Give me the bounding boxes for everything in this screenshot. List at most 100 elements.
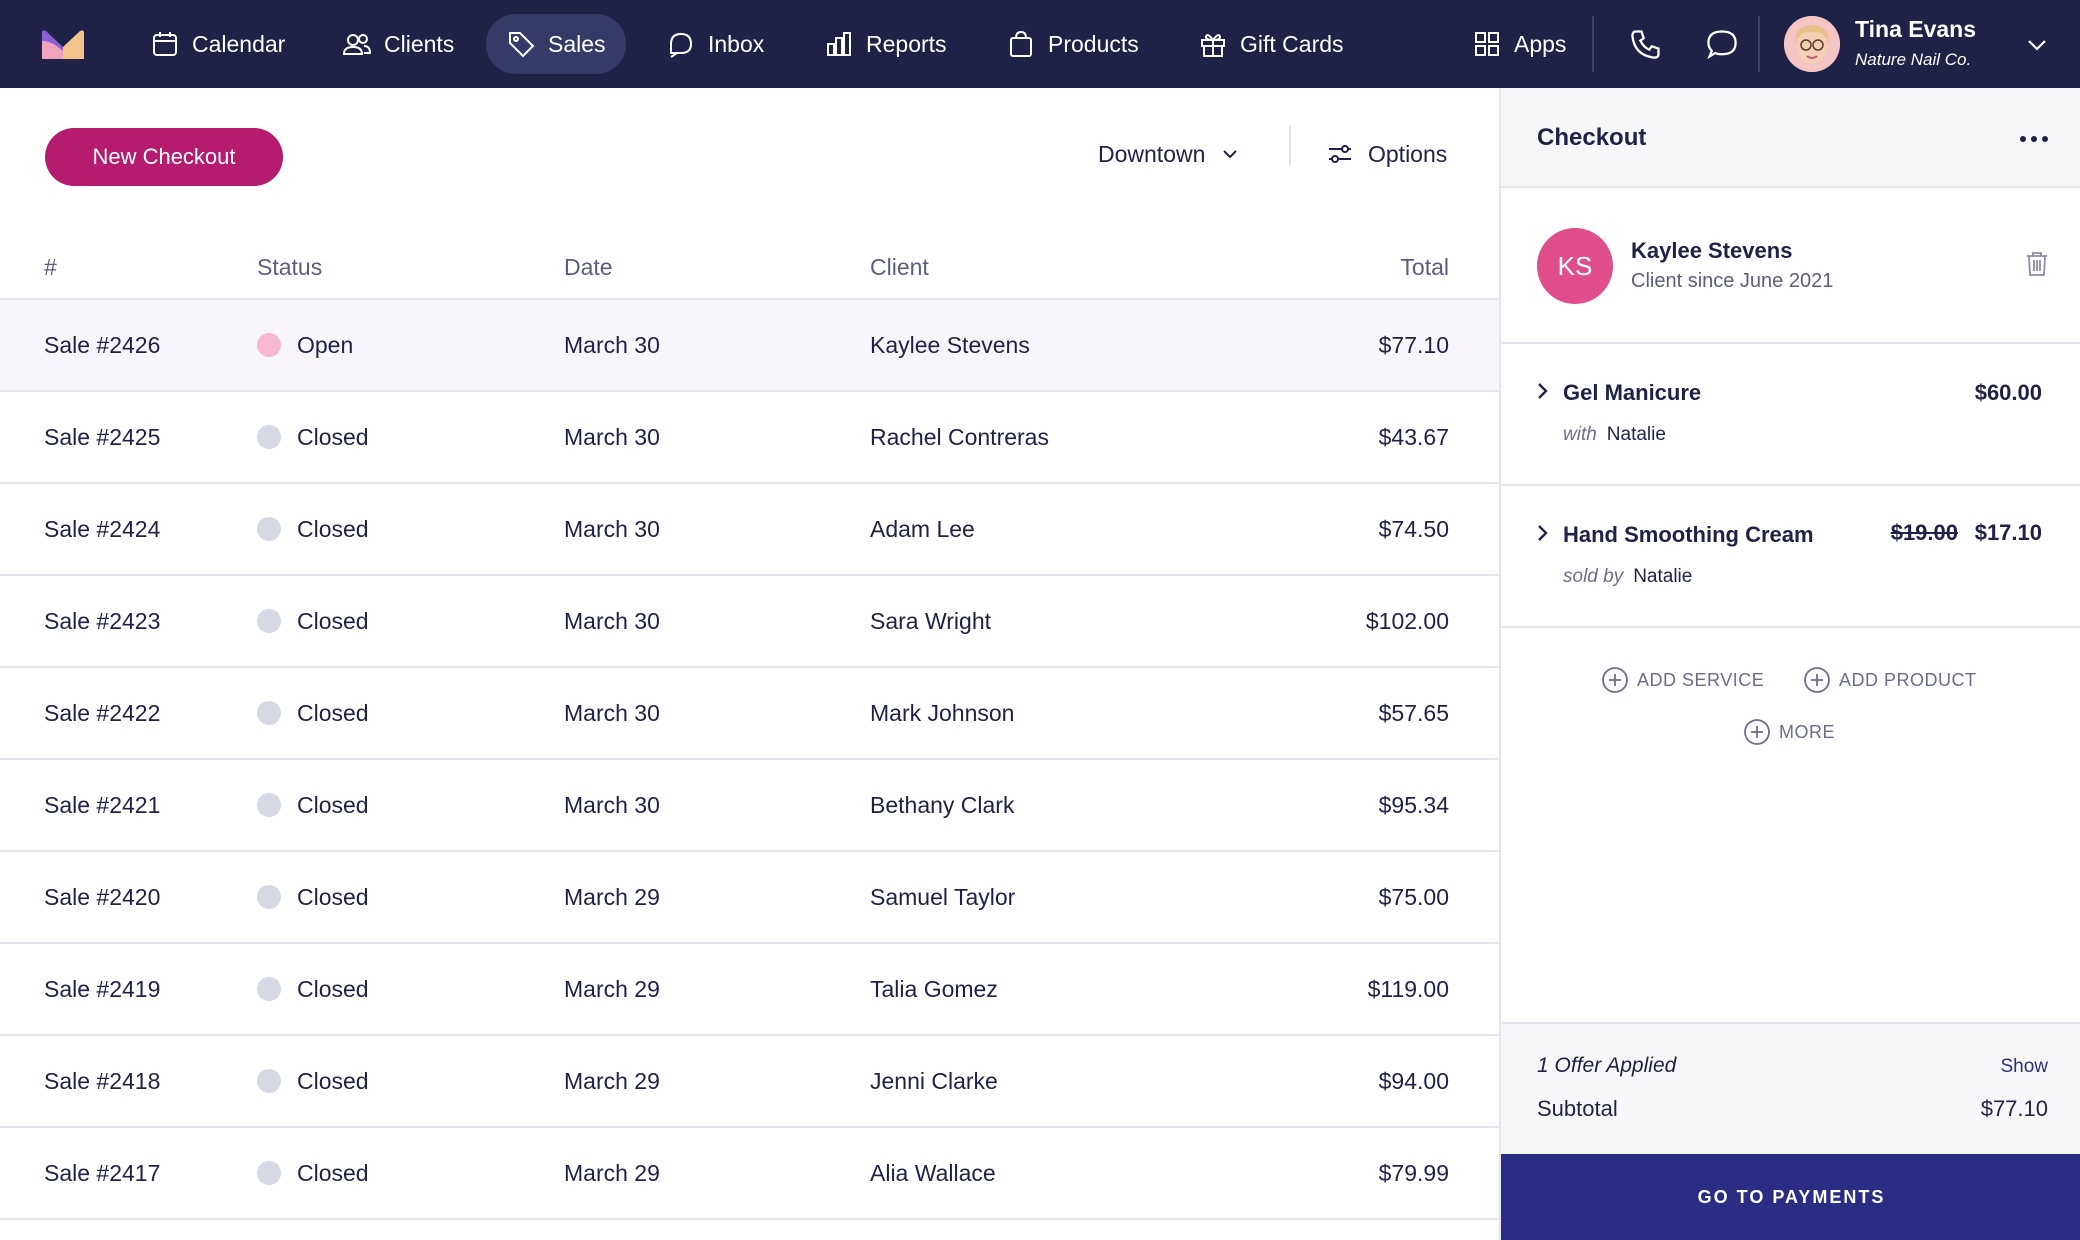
status-dot: [257, 977, 281, 1001]
client-avatar: KS: [1537, 228, 1613, 304]
user-company: Nature Nail Co.: [1855, 50, 1972, 69]
plus-circle-icon: [1804, 667, 1830, 693]
table-row[interactable]: Sale #2421 Closed March 30 Bethany Clark $95…: [0, 760, 1499, 852]
trash-icon[interactable]: [2024, 250, 2050, 278]
sale-total: $74.50: [1378, 515, 1449, 542]
table-row[interactable]: Sale #2418 Closed March 29 Jenni Clarke $94.…: [0, 1036, 1499, 1128]
column-header-total[interactable]: Total: [1400, 254, 1449, 280]
app-logo[interactable]: [40, 27, 86, 61]
sale-total: $43.67: [1378, 423, 1449, 450]
offer-applied-text: 1 Offer Applied: [1537, 1054, 1677, 1077]
table-row[interactable]: Sale #2422 Closed March 30 Mark Johnson $57.…: [0, 668, 1499, 760]
checkout-panel: Checkout KS Kaylee Stevens Client since …: [1499, 88, 2080, 1240]
column-header-number[interactable]: #: [44, 254, 57, 280]
status-label: Closed: [297, 975, 369, 1002]
nav-products[interactable]: Products: [986, 14, 1159, 74]
top-nav: Calendar Clients Sales Inbox Reports Pro…: [0, 0, 2080, 88]
nav-sales[interactable]: Sales: [486, 14, 626, 74]
chevron-right-icon[interactable]: [1531, 522, 1553, 544]
sale-number: Sale #2420: [44, 883, 161, 910]
table-row[interactable]: Sale #2424 Closed March 30 Adam Lee $74.50: [0, 484, 1499, 576]
item-name: Hand Smoothing Cream: [1563, 522, 1814, 547]
nav-gift-cards[interactable]: Gift Cards: [1178, 14, 1364, 74]
status-label: Closed: [297, 423, 369, 450]
table-row[interactable]: Sale #2426 Open March 30 Kaylee Stevens $77.…: [0, 300, 1499, 392]
phone-icon: [1631, 30, 1660, 59]
status-label: Closed: [297, 791, 369, 818]
plus-circle-icon: [1744, 719, 1770, 745]
chevron-down-icon[interactable]: [2022, 30, 2052, 60]
status-dot: [257, 701, 281, 725]
sale-total: $79.99: [1378, 1159, 1449, 1186]
nav-apps-label: Apps: [1514, 30, 1567, 57]
add-more-label: MORE: [1779, 721, 1835, 742]
cart-item-service[interactable]: Gel Manicure $60.00 with Natalie: [1501, 344, 2080, 486]
item-name: Gel Manicure: [1563, 380, 1702, 405]
new-checkout-button[interactable]: New Checkout: [45, 128, 283, 186]
sliders-icon: [1329, 145, 1351, 163]
nav-reports[interactable]: Reports: [804, 14, 967, 74]
item-price: $17.10: [1974, 520, 2042, 545]
sale-number: Sale #2425: [44, 423, 161, 450]
sale-status: Closed: [257, 1036, 369, 1126]
status-label: Closed: [297, 883, 369, 910]
status-label: Open: [297, 331, 354, 358]
status-dot: [257, 1069, 281, 1093]
location-dropdown[interactable]: Downtown: [1098, 134, 1241, 174]
inbox-icon: [670, 32, 693, 58]
add-service-button[interactable]: ADD SERVICE: [1601, 666, 1764, 694]
table-row[interactable]: Sale #2423 Closed March 30 Sara Wright $102.…: [0, 576, 1499, 668]
column-header-date[interactable]: Date: [564, 254, 613, 280]
show-offer-link[interactable]: Show: [2000, 1056, 2048, 1077]
nav-sales-label: Sales: [548, 30, 606, 57]
sale-client: Jenni Clarke: [870, 1067, 998, 1094]
sale-total: $119.00: [1367, 975, 1449, 1002]
sale-client: Sara Wright: [870, 607, 992, 634]
item-original-price: $19.00: [1890, 520, 1958, 545]
table-row[interactable]: Sale #2425 Closed March 30 Rachel Contreras…: [0, 392, 1499, 484]
user-avatar[interactable]: [1784, 16, 1840, 72]
chevron-right-icon[interactable]: [1531, 380, 1553, 402]
sale-date: March 30: [564, 331, 660, 358]
phone-button[interactable]: [1624, 22, 1668, 66]
status-dot: [257, 793, 281, 817]
add-more-button[interactable]: MORE: [1743, 718, 1835, 746]
checkout-client[interactable]: KS Kaylee Stevens Client since June 2021: [1501, 188, 2080, 344]
chat-button[interactable]: [1700, 22, 1744, 66]
user-name: Tina Evans: [1855, 16, 1977, 42]
status-label: Closed: [297, 699, 369, 726]
cart-item-product[interactable]: Hand Smoothing Cream $19.00 $17.10 sold …: [1501, 486, 2080, 628]
status-dot: [257, 333, 281, 357]
status-label: Closed: [297, 607, 369, 634]
table-row[interactable]: Sale #2417 Closed March 29 Alia Wallace $79.…: [0, 1128, 1499, 1220]
checkout-title: Checkout: [1537, 124, 1647, 151]
checkout-summary: 1 Offer Applied Show Subtotal $77.10: [1501, 1022, 2080, 1154]
table-row[interactable]: Sale #2419 Closed March 29 Talia Gomez $119.…: [0, 944, 1499, 1036]
sale-date: March 29: [564, 1067, 660, 1094]
header-divider: [0, 298, 1499, 300]
sale-date: March 29: [564, 1159, 660, 1186]
sale-total: $57.65: [1378, 699, 1449, 726]
nav-gift-cards-label: Gift Cards: [1240, 30, 1344, 57]
column-header-client[interactable]: Client: [870, 254, 929, 280]
chevron-down-icon: [1223, 150, 1238, 159]
sale-total: $77.10: [1378, 331, 1449, 358]
sale-date: March 30: [564, 607, 660, 634]
column-header-status[interactable]: Status: [257, 254, 323, 280]
sale-status: Closed: [257, 944, 369, 1034]
options-button[interactable]: Options: [1326, 134, 1447, 174]
nav-clients[interactable]: Clients: [322, 14, 474, 74]
nav-inbox-label: Inbox: [708, 30, 765, 57]
go-to-payments-button[interactable]: GO TO PAYMENTS: [1501, 1154, 2080, 1240]
nav-clients-label: Clients: [384, 30, 455, 57]
sale-total: $95.34: [1378, 791, 1449, 818]
status-dot: [257, 425, 281, 449]
nav-inbox[interactable]: Inbox: [646, 14, 784, 74]
subtotal-value: $77.10: [1980, 1096, 2048, 1121]
nav-apps[interactable]: Apps: [1452, 14, 1586, 74]
nav-calendar[interactable]: Calendar: [130, 14, 305, 74]
add-product-button[interactable]: ADD PRODUCT: [1803, 666, 1977, 694]
table-row[interactable]: Sale #2420 Closed March 29 Samuel Taylor $75…: [0, 852, 1499, 944]
more-options-icon[interactable]: [2016, 124, 2052, 154]
status-label: Closed: [297, 1159, 369, 1186]
